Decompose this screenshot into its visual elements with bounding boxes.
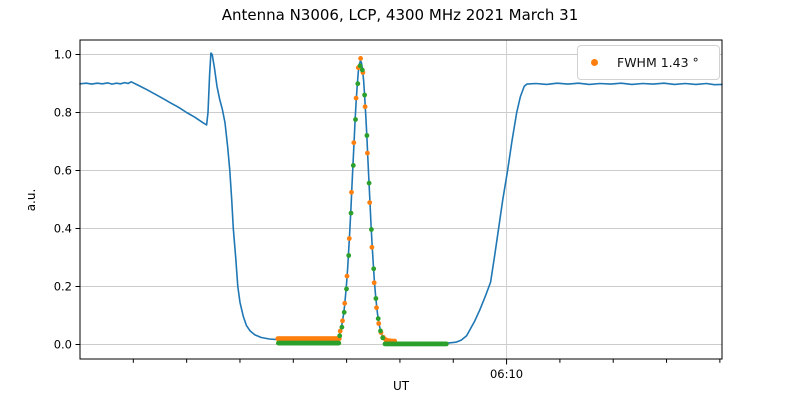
y-tick-label: 0.2 [54, 280, 72, 294]
axes-frame [79, 39, 723, 360]
ticks: 0.0 0.2 0.4 0.6 0.8 1.0 06:10 [54, 48, 721, 381]
y-tick-label: 0.4 [54, 222, 72, 236]
legend-marker-dot [591, 59, 598, 66]
y-tick-label: 0.8 [54, 106, 72, 120]
y-tick-label: 0.6 [54, 164, 72, 178]
y-axis-label: a.u. [24, 188, 38, 212]
legend: FWHM 1.43 ° [577, 45, 720, 80]
y-tick-label: 0.0 [54, 338, 72, 352]
chart-title: Antenna N3006, LCP, 4300 MHz 2021 March … [221, 6, 579, 24]
legend-label: FWHM 1.43 ° [617, 55, 699, 70]
series-drift-scan-line [79, 52, 723, 345]
y-tick-label: 1.0 [54, 48, 72, 62]
x-tick-label: 06:10 [490, 367, 523, 381]
series-observed-dots [276, 63, 449, 347]
x-axis-label: UT [392, 379, 410, 393]
grid [80, 40, 722, 359]
series-fwhm-fit-dots [275, 56, 397, 344]
